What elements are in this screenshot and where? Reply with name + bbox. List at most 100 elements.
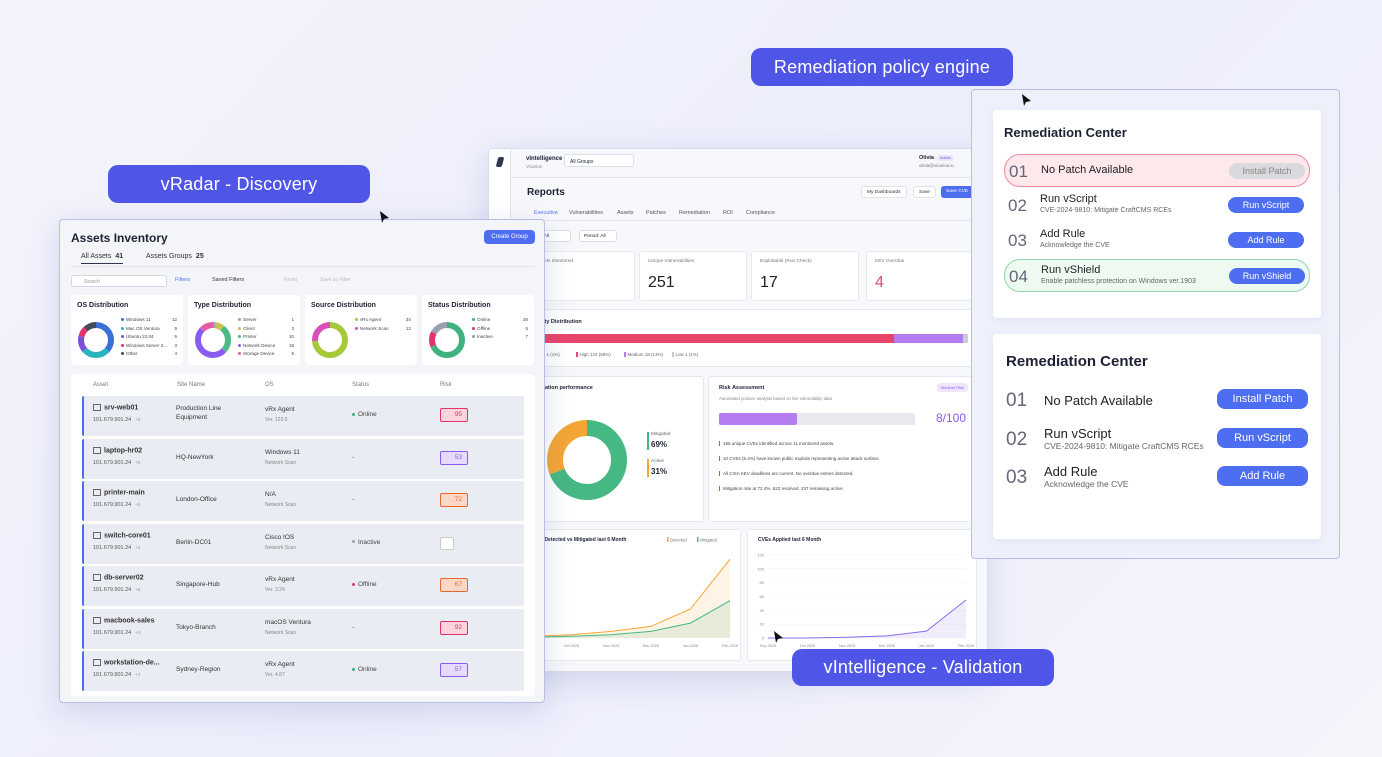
remediation-card: Remediation Center 01 No Patch Available In… xyxy=(993,334,1321,539)
y-tick-label: 0 xyxy=(762,636,765,641)
kpi-value: 251 xyxy=(648,274,675,291)
distribution-card: Status Distribution Online 28 Offline 6 Inact… xyxy=(422,295,534,365)
chart-svg xyxy=(312,322,348,358)
asset-row[interactable]: switch-core01 101.679.901.24 +4 Berlin-DC01… xyxy=(82,523,524,564)
asset-row[interactable]: db-server02 101.679.901.24 +8 Singapore-Hub… xyxy=(82,566,524,606)
risk-badge: 92 xyxy=(440,620,468,635)
panel-title: Assets Inventory xyxy=(71,231,168,245)
action-button[interactable]: Run vShield xyxy=(1229,268,1305,284)
risk-card: Risk Assessment Medium Risk Automated post… xyxy=(708,376,977,522)
site-name: Tokyo-Branch xyxy=(176,623,216,631)
create-group-button[interactable]: Create Group xyxy=(484,230,535,244)
donut-segment xyxy=(78,322,114,358)
site-name: Sydney-Region xyxy=(176,666,221,673)
legend-label: Windows Server 2... xyxy=(126,342,168,348)
filters-button[interactable]: Filters xyxy=(175,277,190,283)
action-button[interactable]: Install Patch xyxy=(1217,389,1308,409)
kpi-value: 4 xyxy=(875,274,884,291)
y-tick-label: 60 xyxy=(760,594,765,599)
report-tab[interactable]: Compliance xyxy=(746,210,776,216)
y-tick-label: 80 xyxy=(760,580,765,585)
risk-bullet: All CISA KEV deadlines are current. No o… xyxy=(719,471,969,476)
search-input[interactable]: Search xyxy=(71,275,167,287)
asset-row[interactable]: srv-web01 101.679.901.24 +8 Production Line… xyxy=(82,396,524,436)
step-number: 01 xyxy=(1006,390,1028,411)
legend-dot xyxy=(355,326,358,330)
legend-label: Mitigated xyxy=(700,538,718,543)
legend-marker xyxy=(647,432,649,450)
asset-row[interactable]: laptop-hr02 101.679.901.24 +8 HQ-NewYork Win… xyxy=(82,438,524,479)
page-title: Reports xyxy=(527,187,565,198)
ip: 101.679.901.24 xyxy=(93,502,132,508)
ip-extra: +8 xyxy=(135,459,141,465)
legend-label: Server xyxy=(243,317,257,322)
asset-name: switch-core01 xyxy=(93,531,151,539)
reset-button[interactable]: Reset xyxy=(284,277,298,283)
legend-item: Inactive xyxy=(472,334,493,339)
legend-dot xyxy=(355,318,358,321)
saved-filters[interactable]: Saved Filters xyxy=(212,277,245,283)
report-tab[interactable]: Vulnerabilities xyxy=(569,210,604,216)
chart-svg xyxy=(195,322,231,358)
report-tab[interactable]: ROI xyxy=(723,210,733,216)
report-tab[interactable]: Patches xyxy=(646,210,666,216)
card-title: Type Distribution xyxy=(194,302,252,309)
status-dot xyxy=(352,582,355,586)
x-tick-label: Feb 2026 xyxy=(958,644,974,648)
divider xyxy=(519,220,977,221)
status: Online xyxy=(352,411,377,418)
severity-segment xyxy=(533,334,894,343)
donut-segment xyxy=(195,322,231,358)
action-button[interactable]: Install Patch xyxy=(1229,163,1305,179)
action-button[interactable]: Save CVE xyxy=(941,186,974,198)
risk-badge: 95 xyxy=(440,408,468,422)
tab[interactable]: All Assets 41 xyxy=(81,253,124,264)
filter-select[interactable]: Period: All xyxy=(579,230,617,242)
asset-row[interactable]: macbook-sales 101.679.901.24 +3 Tokyo-Branc… xyxy=(82,608,524,649)
action-button[interactable]: My Dashboards xyxy=(861,186,907,198)
tab[interactable]: Assets Groups 25 xyxy=(146,253,204,263)
save-filter-button[interactable]: Save as Filter xyxy=(320,277,351,283)
kpi-card: KEV Overdue 4 xyxy=(866,251,974,301)
legend-value: 31% xyxy=(651,467,668,476)
legend-dot xyxy=(121,352,124,355)
status-label: - xyxy=(352,453,355,461)
asset-row[interactable]: workstation-de... 101.679.901.24 +4 Sydney-… xyxy=(82,651,524,691)
line-chart-card: CVEs Detected vs Mitigated last 6 MonthS… xyxy=(519,529,741,661)
series-area xyxy=(532,559,730,638)
os-detail: Network Scan xyxy=(265,629,297,636)
legend-item: Windows 11 xyxy=(121,317,151,322)
y-tick-label: 40 xyxy=(760,608,765,613)
group-select[interactable]: All Groups xyxy=(564,154,634,167)
status: - xyxy=(352,454,354,461)
step-number: 02 xyxy=(1008,196,1027,215)
legend-item: Storage Device xyxy=(238,351,274,356)
legend-value: 5 xyxy=(174,334,177,339)
action-button[interactable]: Add Rule xyxy=(1228,232,1304,248)
series-line xyxy=(531,558,731,637)
tab-label: All Assets xyxy=(81,253,112,260)
action-button[interactable]: Run vScript xyxy=(1217,427,1308,448)
report-tab[interactable]: Assets xyxy=(617,210,634,216)
user-email: olivia@vicarius.io xyxy=(919,163,954,168)
legend-item: Client xyxy=(238,326,255,331)
action-button[interactable]: Run vScript xyxy=(1228,197,1304,213)
report-tab[interactable]: Remediation xyxy=(679,210,710,216)
action-button[interactable]: Add Rule xyxy=(1217,466,1308,486)
divider xyxy=(71,266,535,267)
legend-marker xyxy=(697,537,699,542)
action-button[interactable]: Save xyxy=(913,186,936,198)
asset-row[interactable]: printer-main 101.679.901.24 +5 London-Offic… xyxy=(82,481,524,521)
divider xyxy=(511,177,987,178)
os-name: N/A xyxy=(265,491,276,498)
legend-item: Other xyxy=(121,351,138,356)
donut-segment xyxy=(429,322,465,358)
kpi-label: Assets Monitored xyxy=(536,259,574,264)
legend-value: 5 xyxy=(291,351,294,356)
legend-marker xyxy=(647,459,649,477)
legend-value: 12 xyxy=(405,325,411,331)
series-area xyxy=(532,600,730,638)
donut-segment xyxy=(547,420,627,500)
tab-count: 25 xyxy=(195,253,204,260)
